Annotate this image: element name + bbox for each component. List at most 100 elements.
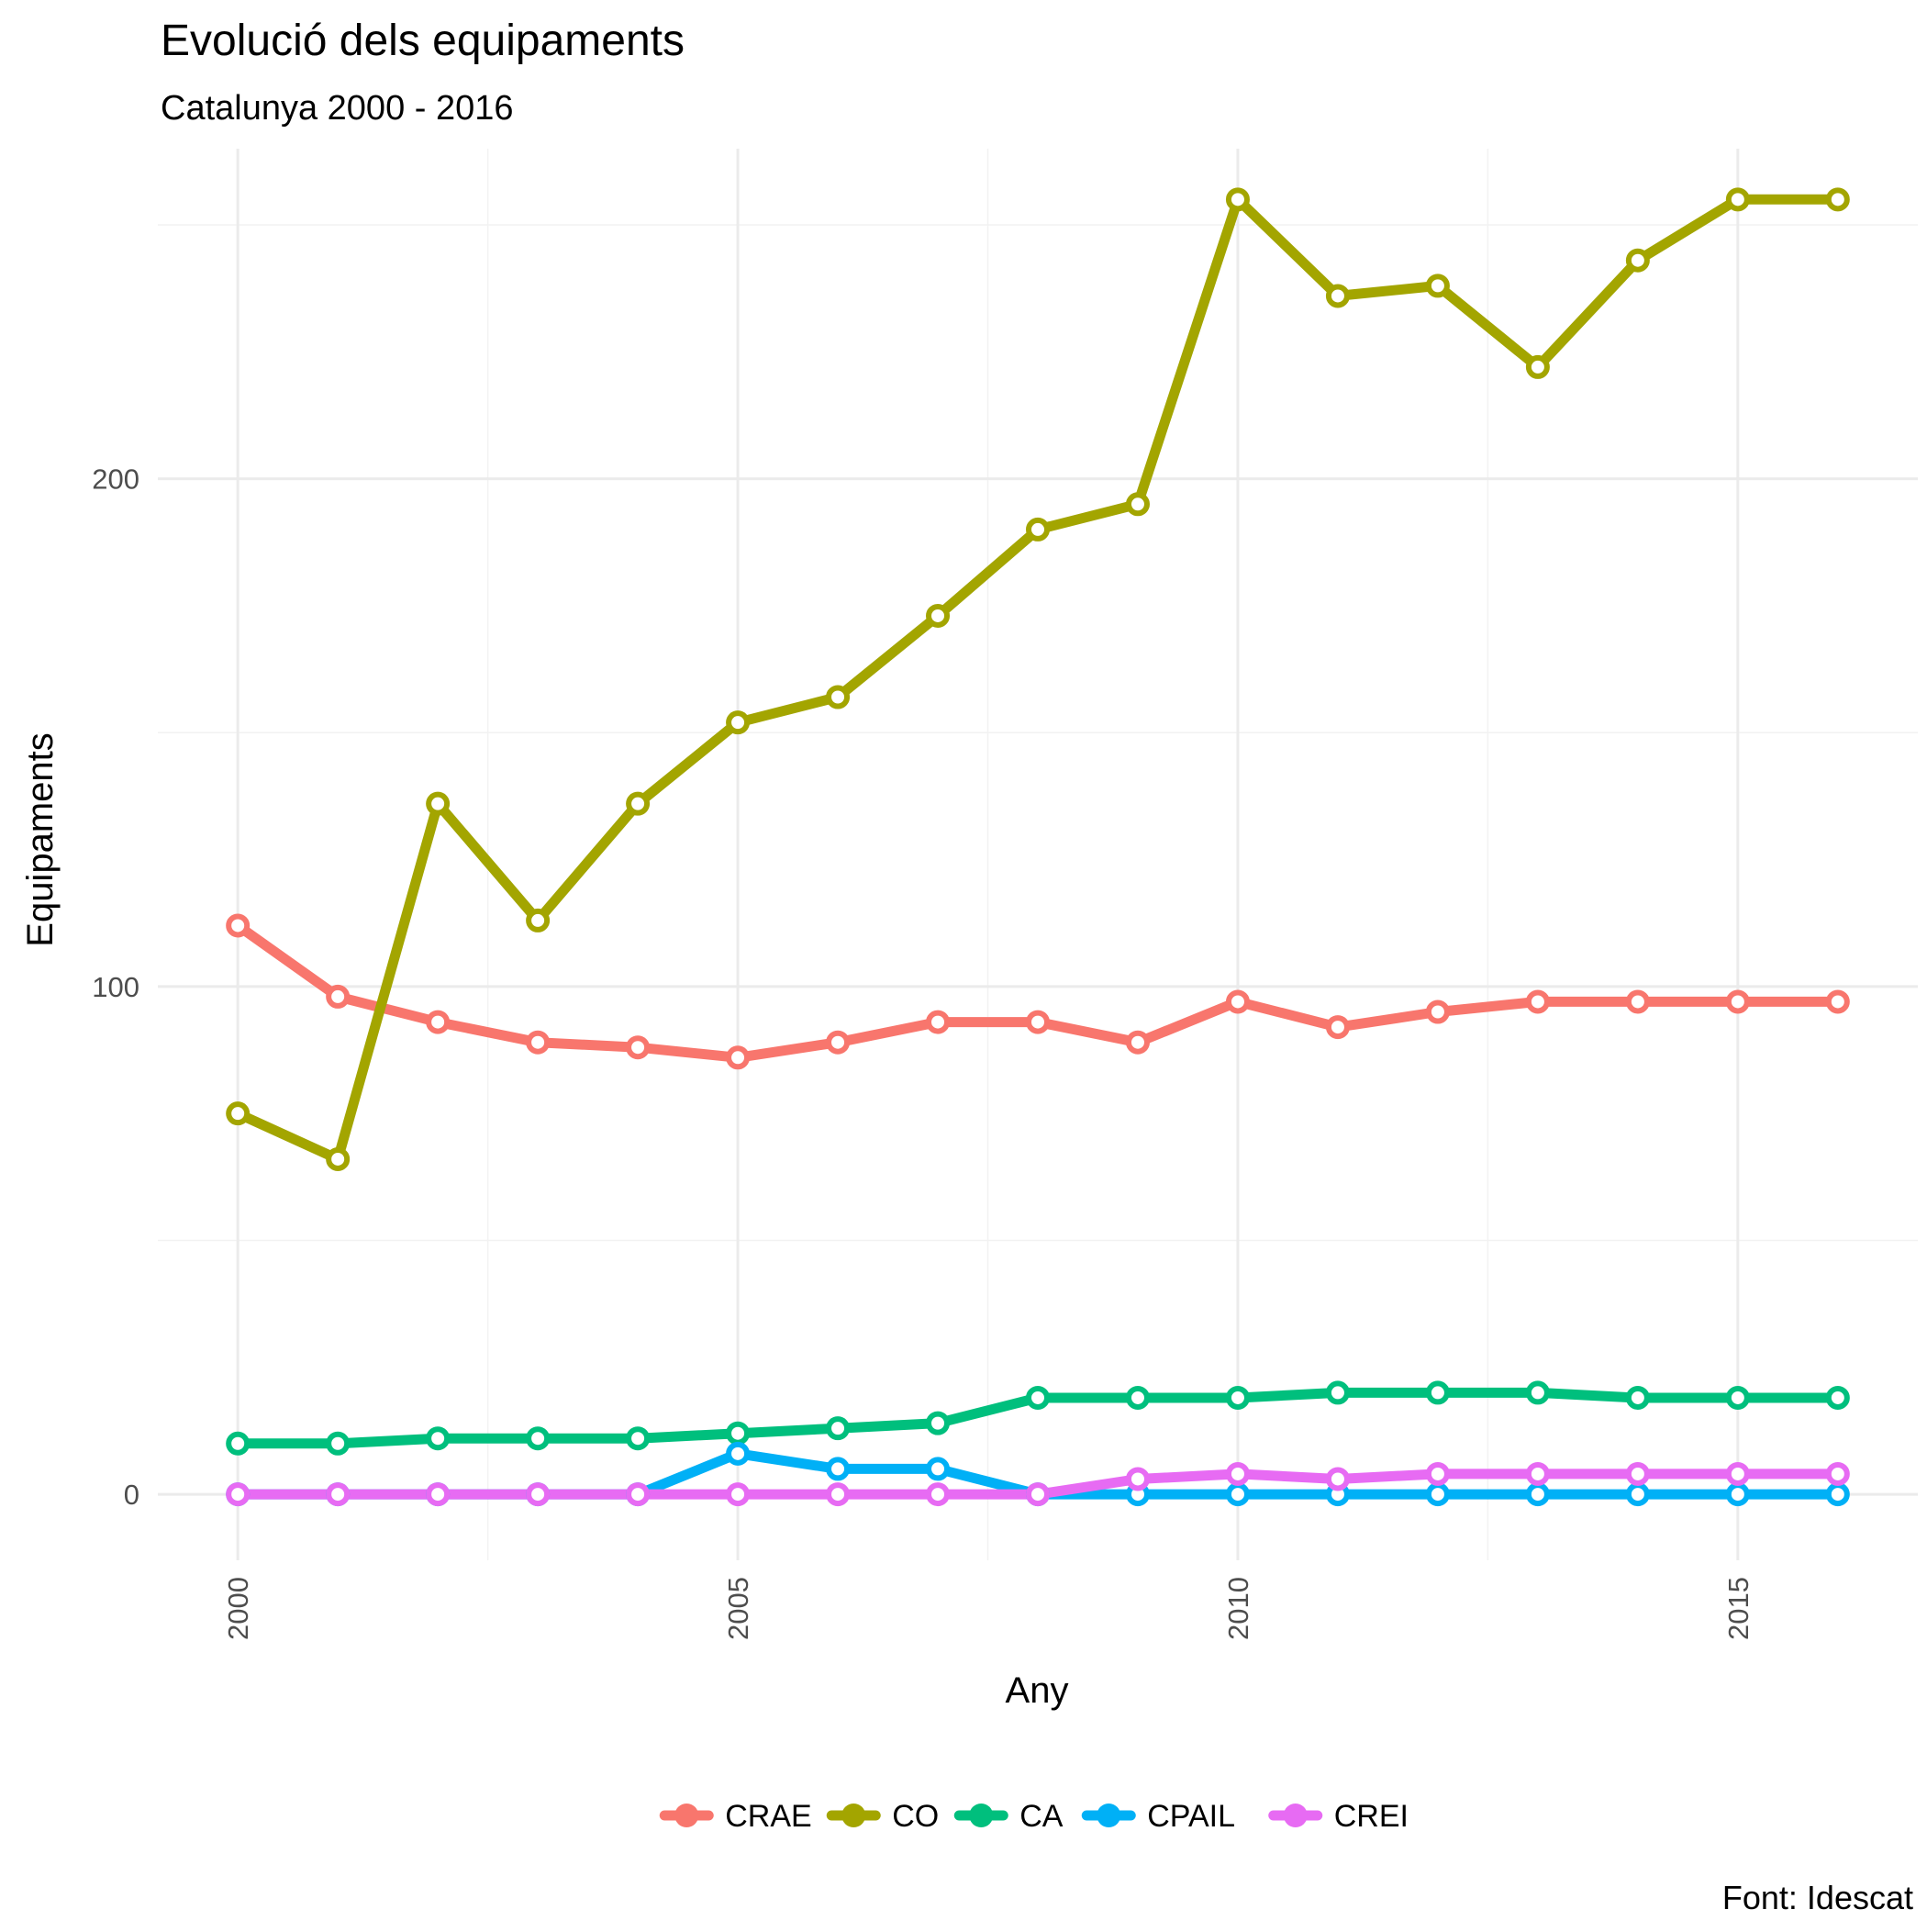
data-point-crei xyxy=(826,1482,851,1507)
data-point-crei xyxy=(1026,1482,1050,1507)
data-point-crae xyxy=(1026,1010,1050,1034)
data-point-crei xyxy=(526,1482,551,1507)
data-point-crae xyxy=(1725,989,1750,1014)
legend-key-point xyxy=(1283,1804,1308,1827)
data-point-co xyxy=(226,1101,251,1126)
data-point-crae xyxy=(726,1045,751,1070)
data-point-ca xyxy=(1525,1380,1550,1405)
data-point-crae xyxy=(1525,989,1550,1014)
data-point-cpail xyxy=(1625,1482,1650,1507)
data-point-ca xyxy=(1026,1385,1050,1410)
legend-item-crae: CRAE xyxy=(659,1799,812,1834)
data-point-crei xyxy=(1625,1461,1650,1486)
data-point-crae xyxy=(1125,1030,1150,1055)
data-point-crei xyxy=(1425,1461,1450,1486)
data-point-crei xyxy=(326,1482,351,1507)
data-point-crae xyxy=(1425,1000,1450,1024)
data-point-ca xyxy=(726,1421,751,1446)
data-point-crae xyxy=(226,913,251,938)
data-point-ca xyxy=(1225,1385,1250,1410)
data-point-co xyxy=(1026,517,1050,542)
legend-label: CA xyxy=(1019,1799,1064,1834)
legend-key-point xyxy=(1097,1804,1121,1827)
data-point-crei xyxy=(1125,1467,1150,1491)
data-point-crae xyxy=(826,1030,851,1055)
x-axis-ticks: 2000 2005 2010 2015 xyxy=(222,1577,1754,1640)
legend-key-point xyxy=(674,1804,699,1827)
data-point-crei xyxy=(726,1482,751,1507)
data-point-crae xyxy=(326,984,351,1009)
y-tick-label: 0 xyxy=(124,1479,139,1511)
data-point-co xyxy=(426,791,451,816)
data-point-ca xyxy=(626,1426,651,1451)
data-point-ca xyxy=(1725,1385,1750,1410)
legend-item-ca: CA xyxy=(953,1799,1064,1834)
chart-caption: Font: Idescat xyxy=(1722,1879,1913,1916)
data-point-crae xyxy=(1225,989,1250,1014)
data-point-cpail xyxy=(926,1457,951,1481)
data-point-ca xyxy=(1125,1385,1150,1410)
y-tick-label: 100 xyxy=(92,971,139,1003)
data-point-crei xyxy=(1325,1467,1350,1491)
data-point-ca xyxy=(826,1416,851,1441)
y-tick-label: 200 xyxy=(92,463,139,496)
legend-label: CPAIL xyxy=(1147,1799,1235,1834)
y-axis-ticks: 0 100 200 xyxy=(92,463,139,1511)
data-point-cpail xyxy=(1725,1482,1750,1507)
data-point-co xyxy=(1325,284,1350,308)
data-point-ca xyxy=(926,1411,951,1435)
data-point-ca xyxy=(426,1426,451,1451)
data-point-crae xyxy=(1625,989,1650,1014)
data-point-co xyxy=(1625,248,1650,273)
data-point-co xyxy=(726,710,751,735)
legend-label: CREI xyxy=(1334,1799,1409,1834)
series-layer xyxy=(226,187,1850,1507)
data-point-co xyxy=(826,685,851,709)
data-point-cpail xyxy=(1525,1482,1550,1507)
data-point-crei xyxy=(1225,1461,1250,1486)
data-point-crei xyxy=(1725,1461,1750,1486)
data-point-crae xyxy=(626,1035,651,1060)
data-point-crei xyxy=(926,1482,951,1507)
legend-key-point xyxy=(969,1804,994,1827)
data-point-cpail xyxy=(826,1457,851,1481)
x-tick-label: 2010 xyxy=(1222,1577,1254,1640)
data-point-ca xyxy=(1425,1380,1450,1405)
data-point-crae xyxy=(426,1010,451,1034)
data-point-ca xyxy=(1825,1385,1850,1410)
data-point-co xyxy=(1425,274,1450,298)
data-point-co xyxy=(626,791,651,816)
data-point-crei xyxy=(1825,1461,1850,1486)
data-point-co xyxy=(926,603,951,628)
data-point-cpail xyxy=(1425,1482,1450,1507)
data-point-cpail xyxy=(1825,1482,1850,1507)
data-point-co xyxy=(1225,187,1250,212)
series-line-crae xyxy=(232,921,1843,1063)
legend: CRAE CO CA CPAIL CREI xyxy=(659,1799,1409,1834)
x-tick-label: 2005 xyxy=(722,1577,754,1640)
data-point-ca xyxy=(226,1431,251,1456)
data-point-crae xyxy=(1825,989,1850,1014)
data-point-co xyxy=(526,908,551,932)
data-point-cpail xyxy=(726,1441,751,1466)
data-point-co xyxy=(1125,492,1150,517)
data-point-co xyxy=(1825,187,1850,212)
y-axis-title: Equipaments xyxy=(20,732,61,946)
x-axis-title: Any xyxy=(1006,1670,1069,1711)
legend-label: CRAE xyxy=(725,1799,811,1834)
legend-item-crei: CREI xyxy=(1268,1799,1409,1834)
legend-item-cpail: CPAIL xyxy=(1081,1799,1235,1834)
x-tick-label: 2000 xyxy=(222,1577,254,1640)
data-point-ca xyxy=(526,1426,551,1451)
legend-item-co: CO xyxy=(826,1799,939,1834)
chart-subtitle: Catalunya 2000 - 2016 xyxy=(161,89,514,128)
data-point-ca xyxy=(326,1431,351,1456)
data-point-crei xyxy=(226,1482,251,1507)
data-point-co xyxy=(1725,187,1750,212)
chart-title: Evolució dels equipaments xyxy=(161,17,685,65)
data-point-crae xyxy=(526,1030,551,1055)
x-tick-label: 2015 xyxy=(1722,1577,1754,1640)
data-point-crei xyxy=(626,1482,651,1507)
